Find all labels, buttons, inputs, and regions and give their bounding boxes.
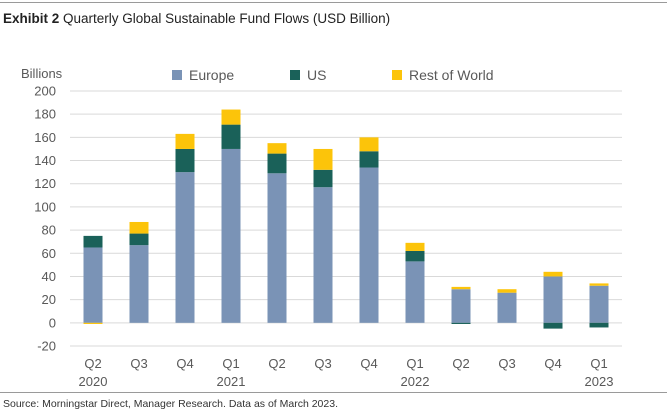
- y-tick-label: 20: [42, 292, 56, 307]
- bar-segment-rest-of-world: [451, 286, 471, 290]
- bar-segment-rest-of-world: [359, 137, 379, 152]
- exhibit-title-text: Quarterly Global Sustainable Fund Flows …: [63, 11, 391, 26]
- legend-label-europe: Europe: [189, 67, 234, 83]
- bar-segment-europe: [497, 292, 517, 323]
- y-tick-label: 160: [34, 130, 56, 145]
- y-axis-ticks: -20 0 20 40 60 80 100 120 140 160 180 200: [34, 84, 56, 354]
- bar-segment-rest-of-world: [589, 283, 609, 286]
- x-tick-label: Q2: [452, 356, 469, 371]
- y-tick-label: 40: [42, 269, 56, 284]
- bar-segment-europe: [129, 245, 149, 323]
- x-tick-label: Q1: [590, 356, 607, 371]
- bar-segment-europe: [543, 276, 563, 323]
- legend-label-us: US: [307, 67, 326, 83]
- legend-swatch-europe: [172, 70, 182, 80]
- bar-segment-europe: [451, 289, 471, 323]
- source-note: Source: Morningstar Direct, Manager Rese…: [3, 398, 338, 410]
- bar-segment-rest-of-world: [405, 242, 425, 251]
- bar-segment-us: [83, 235, 103, 248]
- bar-segment-europe: [589, 285, 609, 323]
- bar-segment-us: [221, 124, 241, 149]
- bar-segment-rest-of-world: [543, 271, 563, 277]
- x-tick-year-label: 2022: [401, 374, 430, 389]
- bar-segment-rest-of-world: [497, 289, 517, 293]
- y-tick-label: 140: [34, 153, 56, 168]
- y-tick-label: 120: [34, 176, 56, 191]
- exhibit-number: Exhibit 2: [3, 11, 60, 26]
- bar-segment-us: [405, 250, 425, 262]
- bar-segment-us: [129, 233, 149, 246]
- y-tick-label: 200: [34, 84, 56, 99]
- x-tick-label: Q4: [176, 356, 193, 371]
- x-axis-ticks: Q2 2020 Q3 Q4 Q1 2021 Q2 Q3 Q4 Q1 2022 Q2 Q3 Q4 Q1 2023: [79, 356, 614, 389]
- x-tick-label: Q1: [406, 356, 423, 371]
- x-tick-label: Q4: [544, 356, 561, 371]
- x-tick-label: Q3: [314, 356, 331, 371]
- top-rule: [0, 2, 667, 3]
- y-tick-label: -20: [37, 339, 56, 354]
- bar-segment-rest-of-world: [175, 133, 195, 149]
- exhibit-title: Exhibit 2 Quarterly Global Sustainable F…: [3, 11, 390, 26]
- x-tick-year-label: 2023: [585, 374, 614, 389]
- legend-label-rest-of-world: Rest of World: [409, 67, 494, 83]
- bar-segment-europe: [221, 148, 241, 323]
- y-tick-label: 80: [42, 223, 56, 238]
- bar-segment-us: [175, 148, 195, 173]
- x-tick-label: Q3: [498, 356, 515, 371]
- x-tick-year-label: 2021: [217, 374, 246, 389]
- bar-segment-us: [589, 322, 609, 328]
- bar-segment-us: [451, 322, 471, 324]
- bar-segment-europe: [405, 261, 425, 323]
- bar-segment-rest-of-world: [267, 143, 287, 154]
- bar-segment-us: [267, 153, 287, 174]
- bar-segment-europe: [175, 172, 195, 323]
- bar-segment-europe: [313, 187, 333, 323]
- x-tick-label: Q2: [268, 356, 285, 371]
- x-tick-year-label: 2020: [79, 374, 108, 389]
- bar-segment-rest-of-world: [129, 221, 149, 234]
- legend-swatch-us: [290, 70, 300, 80]
- bar-segment-europe: [83, 247, 103, 323]
- y-axis-label: Billions: [21, 66, 63, 81]
- bar-segment-us: [543, 322, 563, 329]
- x-tick-label: Q2: [84, 356, 101, 371]
- x-tick-label: Q4: [360, 356, 377, 371]
- legend-swatch-rest-of-world: [392, 70, 402, 80]
- bottom-rule: [0, 392, 667, 393]
- bar-segment-us: [359, 151, 379, 168]
- y-tick-label: 180: [34, 107, 56, 122]
- y-tick-label: 60: [42, 246, 56, 261]
- bar-segment-rest-of-world: [221, 109, 241, 125]
- bar-segment-europe: [359, 167, 379, 323]
- x-tick-label: Q3: [130, 356, 147, 371]
- gridlines: [70, 90, 622, 347]
- bar-segment-us: [313, 169, 333, 188]
- bars: [83, 109, 609, 329]
- bar-segment-rest-of-world: [83, 322, 103, 324]
- bar-segment-rest-of-world: [313, 148, 333, 170]
- legend: Europe US Rest of World: [172, 67, 494, 83]
- y-tick-label: 0: [49, 315, 56, 330]
- x-tick-label: Q1: [222, 356, 239, 371]
- y-tick-label: 100: [34, 199, 56, 214]
- bar-segment-europe: [267, 173, 287, 323]
